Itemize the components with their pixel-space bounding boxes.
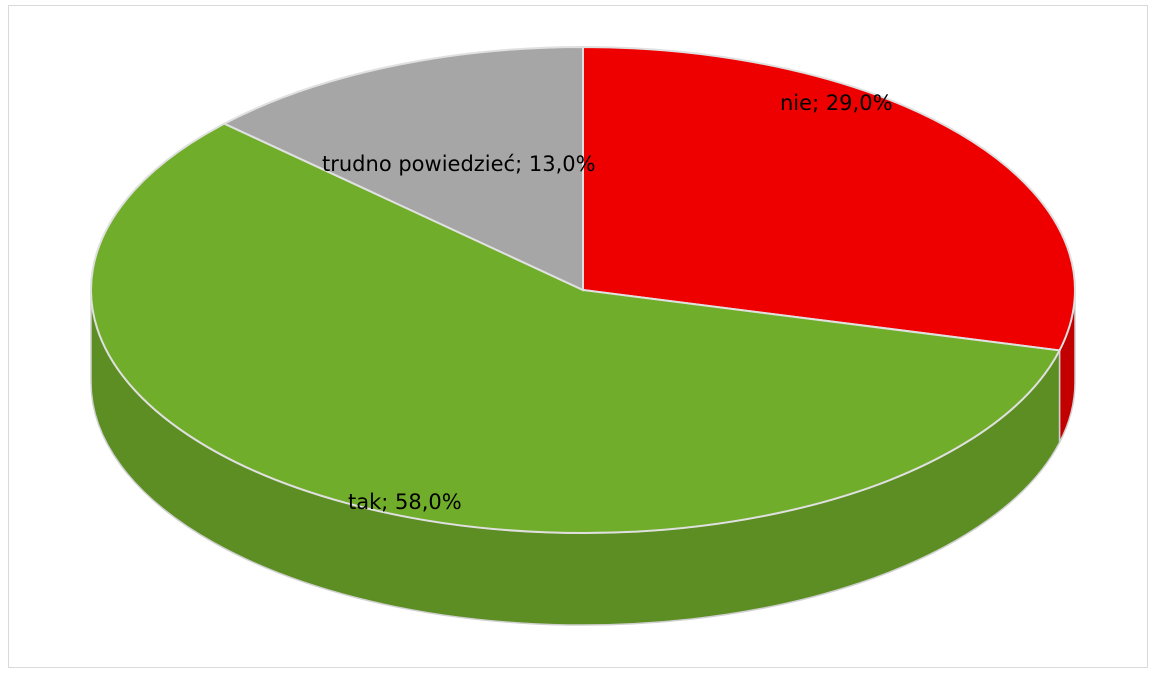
slice bbox=[582, 45, 1076, 352]
data-label: nie; 29,0% bbox=[780, 91, 893, 115]
data-label: trudno powiedzieć; 13,0% bbox=[322, 152, 596, 176]
slice bbox=[222, 45, 584, 292]
slice bbox=[90, 122, 1062, 534]
data-label: tak; 58,0% bbox=[348, 490, 462, 514]
